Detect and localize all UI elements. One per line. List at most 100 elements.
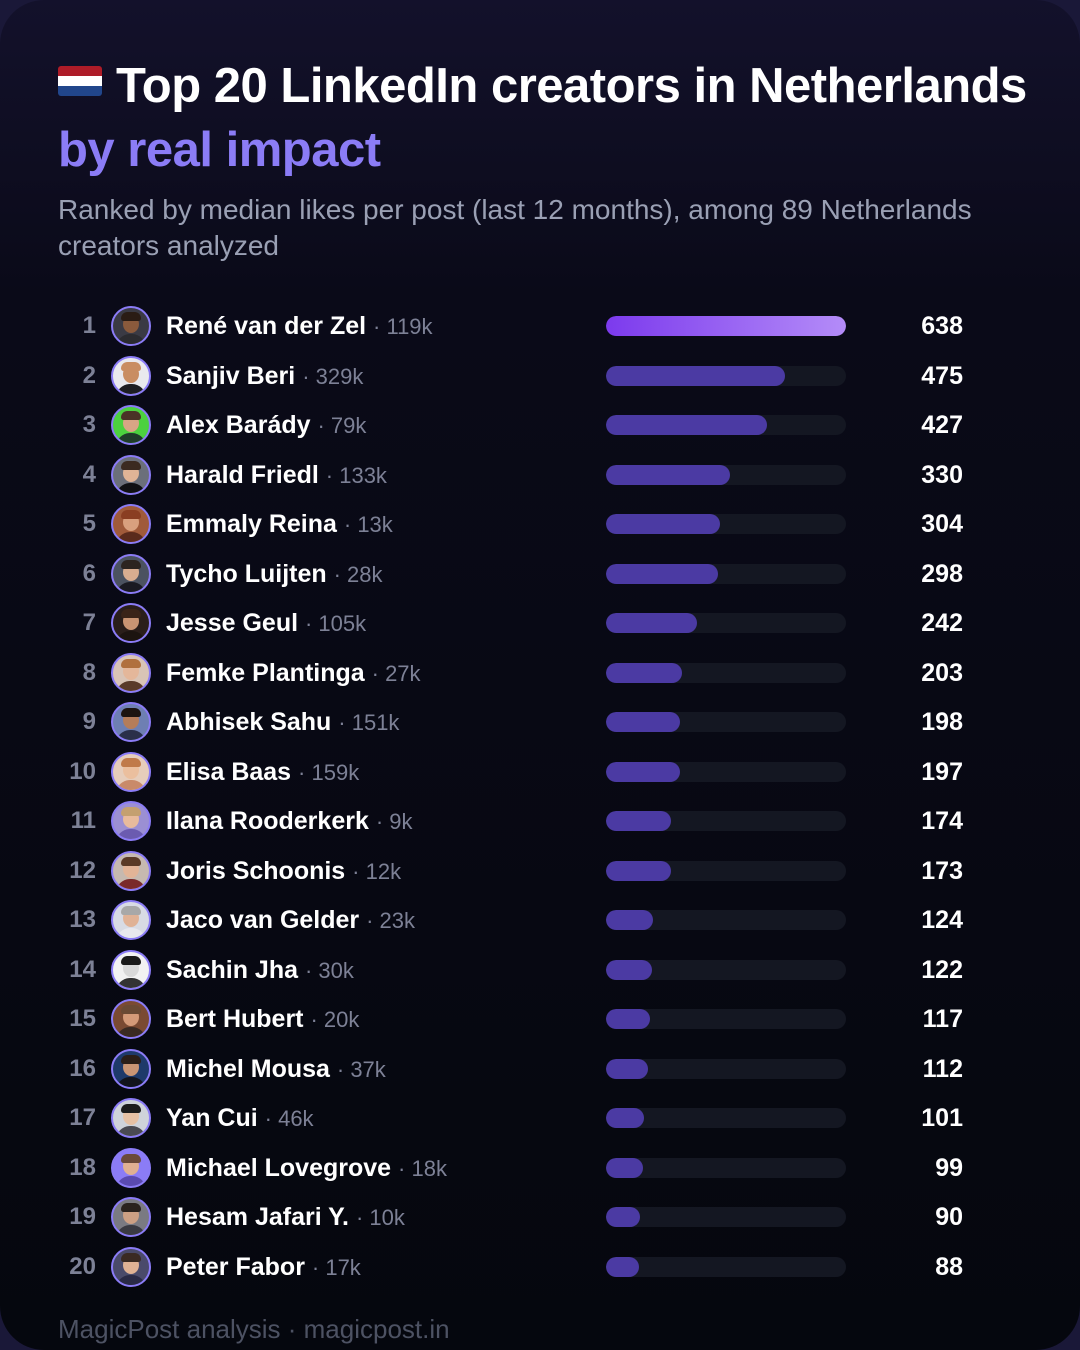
creator-label: Hesam Jafari Y. · 10k	[166, 1195, 405, 1239]
median-likes-value: 304	[921, 510, 963, 538]
creator-label: René van der Zel · 119k	[166, 304, 433, 348]
avatar	[111, 1098, 151, 1138]
bar	[606, 1009, 650, 1029]
bar-track	[606, 959, 846, 980]
rank-number: 18	[69, 1153, 96, 1181]
bar	[606, 415, 767, 435]
bar-track	[606, 464, 846, 485]
avatar	[111, 801, 151, 841]
avatar	[111, 1147, 151, 1188]
creator-label: Michel Mousa · 37k	[166, 1047, 386, 1091]
median-likes-value: 198	[921, 708, 963, 736]
rank-number: 6	[82, 559, 96, 587]
rank-number: 16	[69, 1054, 96, 1082]
creator-name: Peter Fabor	[166, 1252, 305, 1281]
creator-name: Michael Lovegrove	[166, 1153, 392, 1182]
creator-label: Elisa Baas · 159k	[166, 750, 359, 794]
follower-count: · 27k	[371, 660, 421, 686]
creator-label: Femke Plantinga · 27k	[166, 651, 421, 695]
follower-count: · 46k	[264, 1106, 314, 1131]
median-likes-value: 101	[921, 1104, 963, 1132]
creator-name: Sanjiv Beri	[166, 361, 296, 390]
bar	[606, 365, 785, 386]
rank-number: 20	[69, 1252, 96, 1280]
creator-name: Hesam Jafari Y.	[166, 1203, 349, 1231]
ranking-row: 5 Emmaly Reina · 13k 304	[0, 502, 1080, 546]
follower-count: · 159k	[298, 759, 360, 785]
bar	[606, 1157, 644, 1178]
ranking-row: 7 Jesse Geul · 105k 242	[0, 601, 1080, 645]
median-likes-value: 197	[921, 757, 963, 786]
follower-count: · 10k	[355, 1205, 405, 1230]
median-likes-value: 330	[921, 460, 963, 489]
rank-number: 4	[82, 460, 96, 488]
creator-label: Joris Schoonis · 12k	[166, 849, 401, 893]
follower-count: · 30k	[304, 957, 354, 983]
avatar	[111, 454, 151, 495]
rank-number: 13	[69, 906, 96, 933]
follower-count: · 105k	[304, 611, 367, 636]
rank-number: 9	[82, 708, 96, 735]
creator-label: Sanjiv Beri · 329k	[166, 354, 363, 398]
bar-track	[606, 811, 846, 831]
median-likes-value: 90	[935, 1203, 963, 1231]
creator-label: Tycho Luijten · 28k	[166, 552, 383, 596]
avatar	[111, 504, 151, 544]
median-likes-value: 298	[921, 559, 963, 588]
follower-count: · 133k	[325, 462, 387, 488]
median-likes-value: 174	[921, 807, 963, 835]
ranking-row: 11 Ilana Rooderkerk · 9k 174	[0, 799, 1080, 843]
avatar	[111, 999, 151, 1039]
median-likes-value: 124	[921, 906, 963, 934]
rank-number: 11	[70, 807, 96, 834]
footer-credit: MagicPost analysis · magicpost.in	[58, 1314, 450, 1344]
follower-count: · 37k	[336, 1056, 386, 1082]
avatar	[111, 1246, 151, 1287]
creator-name: Jaco van Gelder	[166, 906, 360, 934]
bar-track	[606, 1157, 846, 1178]
median-likes-value: 173	[921, 856, 963, 885]
creator-label: Jesse Geul · 105k	[166, 601, 366, 645]
bar	[606, 1207, 640, 1227]
follower-count: · 17k	[311, 1254, 361, 1280]
avatar	[111, 900, 151, 940]
bar	[606, 1256, 640, 1277]
rank-number: 15	[69, 1005, 96, 1032]
bar	[606, 662, 683, 683]
creator-label: Harald Friedl · 133k	[166, 453, 387, 497]
bar	[606, 712, 681, 732]
median-likes-value: 427	[921, 411, 963, 439]
avatar	[111, 702, 151, 742]
rank-number: 1	[82, 312, 96, 339]
median-likes-value: 242	[921, 609, 963, 637]
creator-label: Abhisek Sahu · 151k	[166, 700, 399, 744]
ranking-row: 17 Yan Cui · 46k 101	[0, 1096, 1080, 1140]
median-likes-value: 203	[921, 658, 963, 687]
ranking-row: 18 Michael Lovegrove · 18k 99	[0, 1146, 1080, 1190]
ranking-row: 3 Alex Barády · 79k 427	[0, 403, 1080, 447]
creator-name: Alex Barády	[166, 411, 311, 439]
creator-label: Yan Cui · 46k	[166, 1096, 314, 1140]
ranking-row: 2 Sanjiv Beri · 329k 475	[0, 354, 1080, 398]
avatar	[111, 1197, 151, 1237]
creator-name: Femke Plantinga	[166, 658, 365, 687]
creator-label: Alex Barády · 79k	[166, 403, 366, 447]
bar-track	[606, 563, 846, 584]
bar	[606, 316, 846, 336]
median-likes-value: 122	[921, 955, 963, 984]
follower-count: · 151k	[338, 710, 400, 735]
avatar	[111, 949, 151, 990]
creator-name: Joris Schoonis	[166, 856, 346, 885]
ranking-row: 16 Michel Mousa · 37k 112	[0, 1047, 1080, 1091]
bar-track	[606, 910, 846, 930]
follower-count: · 23k	[366, 908, 416, 933]
avatar	[111, 553, 151, 594]
avatar	[111, 405, 151, 445]
bar	[606, 464, 731, 485]
follower-count: · 119k	[373, 314, 433, 339]
median-likes-value: 117	[922, 1005, 963, 1033]
creator-name: Yan Cui	[166, 1104, 258, 1132]
bar-track	[606, 613, 846, 633]
